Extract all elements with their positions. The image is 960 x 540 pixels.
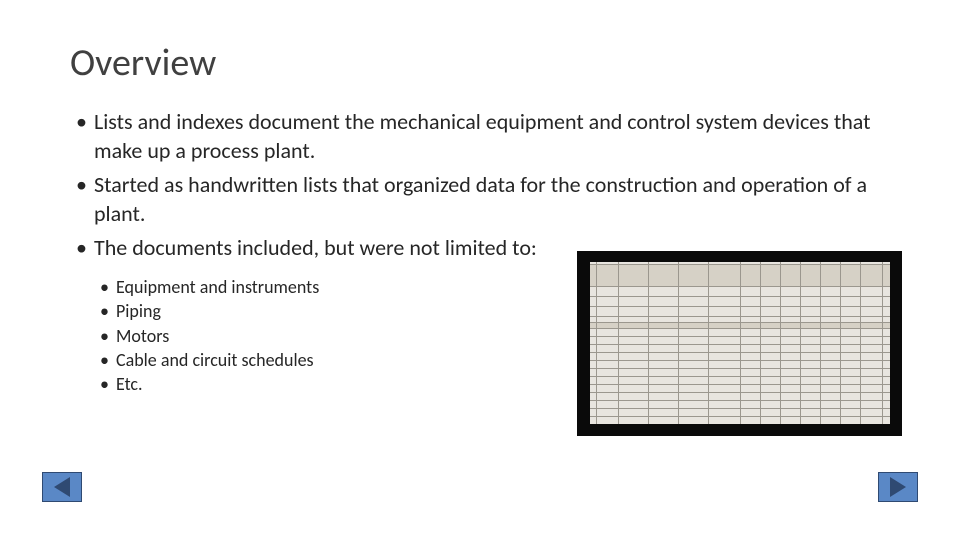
- bullet-list-level1: Lists and indexes document the mechanica…: [70, 108, 890, 263]
- sub-bullet-item: Cable and circuit schedules: [100, 348, 319, 372]
- sub-bullet-item: Motors: [100, 324, 319, 348]
- bullet-item: Started as handwritten lists that organi…: [86, 171, 890, 228]
- bullet-item: The documents included, but were not lim…: [86, 234, 890, 263]
- slide: Overview Lists and indexes document the …: [0, 0, 960, 540]
- sub-bullet-item: Etc.: [100, 372, 319, 396]
- prev-slide-button[interactable]: [42, 472, 82, 502]
- bullet-item: Lists and indexes document the mechanica…: [86, 108, 890, 165]
- slide-title: Overview: [70, 40, 890, 86]
- arrow-right-icon: [890, 477, 906, 497]
- arrow-left-icon: [54, 477, 70, 497]
- sub-bullet-item: Piping: [100, 299, 319, 323]
- sub-content-row: Equipment and instruments Piping Motors …: [70, 273, 890, 436]
- next-slide-button[interactable]: [878, 472, 918, 502]
- bullet-list-level2: Equipment and instruments Piping Motors …: [100, 275, 319, 396]
- document-image-frame: [577, 251, 902, 436]
- document-image-paper: [590, 262, 890, 424]
- sub-bullet-item: Equipment and instruments: [100, 275, 319, 299]
